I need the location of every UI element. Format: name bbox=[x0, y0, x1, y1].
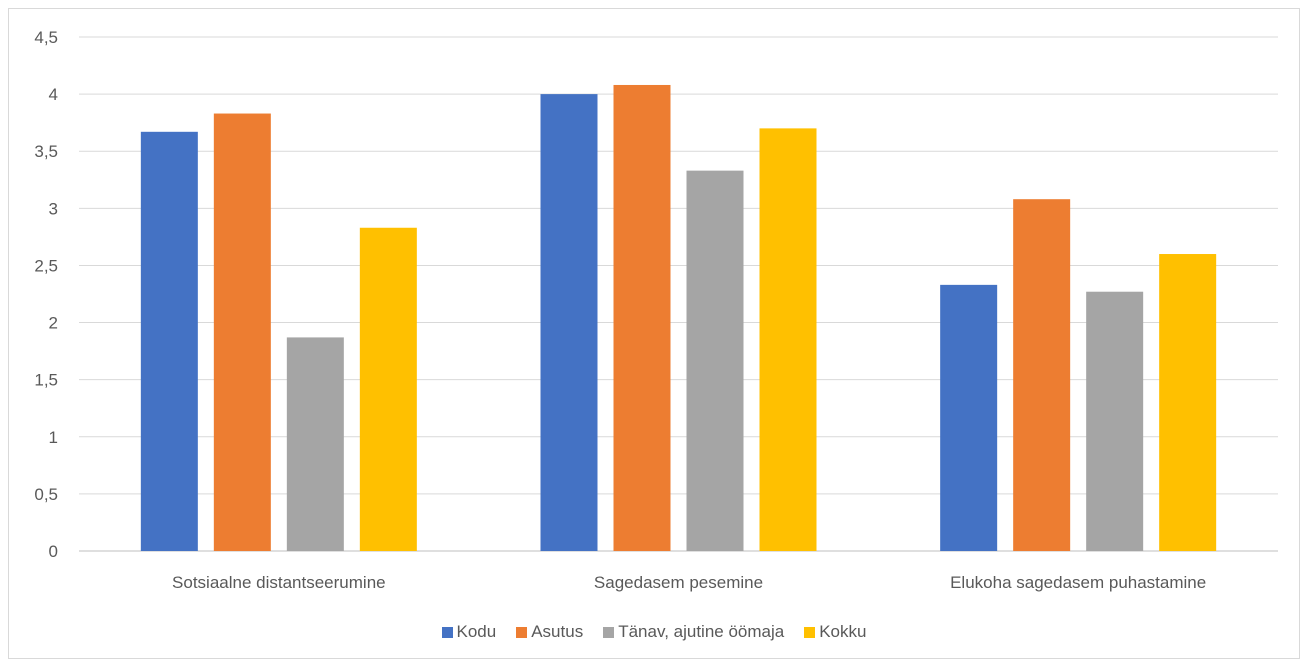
bar bbox=[1013, 199, 1071, 551]
legend-item: Tänav, ajutine öömaja bbox=[603, 622, 784, 642]
bar bbox=[940, 284, 998, 551]
bar bbox=[540, 94, 598, 551]
bar bbox=[359, 227, 417, 552]
bar bbox=[686, 170, 744, 551]
legend-item: Kodu bbox=[441, 622, 497, 642]
y-tick-label: 0 bbox=[49, 542, 58, 561]
legend-item: Kokku bbox=[804, 622, 866, 642]
y-tick-label: 0,5 bbox=[34, 485, 58, 504]
legend-swatch bbox=[441, 626, 453, 638]
legend-label: Kodu bbox=[456, 622, 497, 641]
legend-label: Tänav, ajutine öömaja bbox=[618, 622, 785, 641]
bar bbox=[140, 131, 198, 551]
legend-swatch bbox=[804, 626, 816, 638]
x-category-label: Sagedasem pesemine bbox=[594, 573, 763, 592]
y-tick-label: 2,5 bbox=[34, 256, 58, 275]
bar bbox=[213, 113, 271, 551]
y-tick-label: 3 bbox=[49, 199, 58, 218]
bar bbox=[286, 337, 344, 551]
y-tick-label: 1,5 bbox=[34, 371, 58, 390]
bar bbox=[1159, 254, 1217, 551]
legend-swatch bbox=[516, 626, 528, 638]
chart-legend: Kodu Asutus Tänav, ajutine öömaja Kokku bbox=[0, 622, 1308, 642]
legend-label: Kokku bbox=[819, 622, 867, 641]
bar bbox=[613, 84, 671, 552]
bar bbox=[1086, 291, 1144, 551]
x-category-label: Sotsiaalne distantseerumine bbox=[172, 573, 386, 592]
y-tick-label: 3,5 bbox=[34, 142, 58, 161]
legend-swatch bbox=[603, 626, 615, 638]
legend-label: Asutus bbox=[531, 622, 584, 641]
y-tick-label: 2 bbox=[49, 314, 58, 333]
bar bbox=[759, 128, 817, 551]
x-category-label: Elukoha sagedasem puhastamine bbox=[950, 573, 1206, 592]
legend-item: Asutus bbox=[516, 622, 583, 642]
y-tick-label: 1 bbox=[49, 428, 58, 447]
y-tick-label: 4 bbox=[49, 85, 58, 104]
y-tick-label: 4,5 bbox=[34, 28, 58, 47]
